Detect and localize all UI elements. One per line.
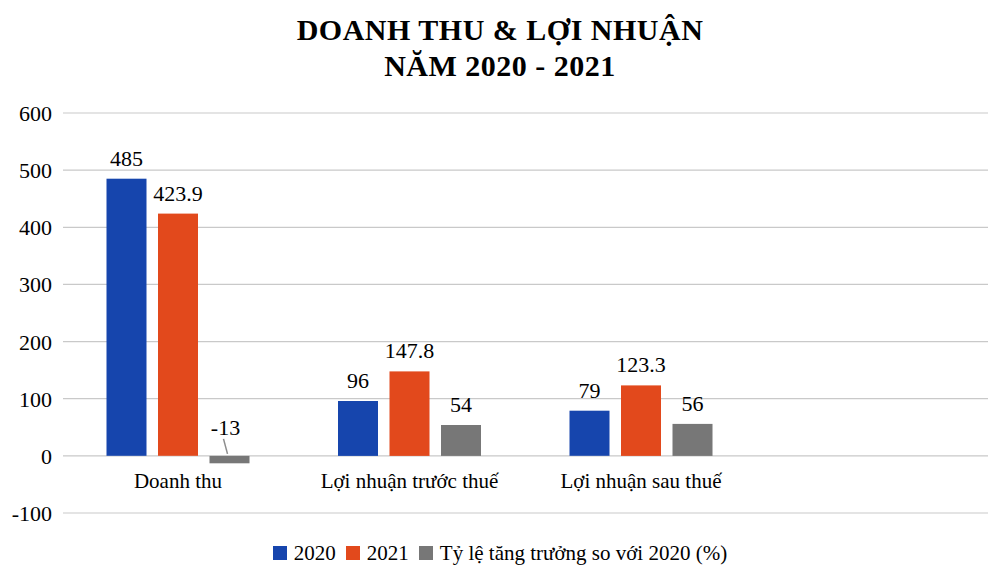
legend-label: 2021 [367, 541, 409, 565]
value-label: 423.9 [153, 181, 203, 206]
y-axis-tick-label: 200 [19, 330, 52, 355]
value-label: 56 [682, 391, 704, 416]
legend-label: 2020 [294, 541, 336, 565]
y-axis-tick-label: 100 [19, 387, 52, 412]
value-label: 485 [110, 146, 143, 171]
bar [441, 425, 481, 456]
legend-label: Tỷ lệ tăng trưởng so với 2020 (%) [440, 541, 727, 565]
chart-page: DOANH THU & LỢI NHUẬN NĂM 2020 - 2021 60… [0, 0, 1000, 583]
bar [158, 214, 198, 456]
label-leader-line [224, 439, 228, 454]
bar [390, 371, 430, 456]
bar-chart: 600 500 400 300 200 100 0 -100 485 96 79 423.9 147.8… [0, 0, 1000, 583]
value-label: 96 [347, 368, 369, 393]
value-label: 123.3 [616, 352, 666, 377]
bar [210, 456, 250, 463]
legend-item: 2021 [346, 541, 409, 565]
y-axis-tick-label: 400 [19, 215, 52, 240]
y-axis-tick-label: 600 [19, 101, 52, 126]
chart-legend: 2020 2021 Tỷ lệ tăng trưởng so với 2020 (%… [0, 541, 1000, 565]
y-axis-tick-label: 300 [19, 272, 52, 297]
value-label: 79 [579, 378, 601, 403]
value-label: -13 [211, 415, 240, 440]
y-axis-tick-label: 0 [41, 444, 52, 469]
y-axis-tick-label: -100 [12, 501, 52, 526]
bar [621, 385, 661, 456]
legend-item: 2020 [273, 541, 336, 565]
value-label: 54 [450, 392, 472, 417]
bar [673, 424, 713, 456]
bar [107, 179, 147, 456]
y-axis-tick-label: 500 [19, 158, 52, 183]
bar [570, 411, 610, 456]
value-label: 147.8 [385, 338, 435, 363]
bar [338, 401, 378, 456]
category-label: Lợi nhuận sau thuế [561, 469, 723, 493]
category-label: Doanh thu [134, 469, 223, 493]
legend-swatch [419, 546, 433, 560]
legend-swatch [273, 546, 287, 560]
legend-swatch [346, 546, 360, 560]
category-label: Lợi nhuận trước thuế [321, 469, 499, 493]
legend-item: Tỷ lệ tăng trưởng so với 2020 (%) [419, 541, 727, 565]
